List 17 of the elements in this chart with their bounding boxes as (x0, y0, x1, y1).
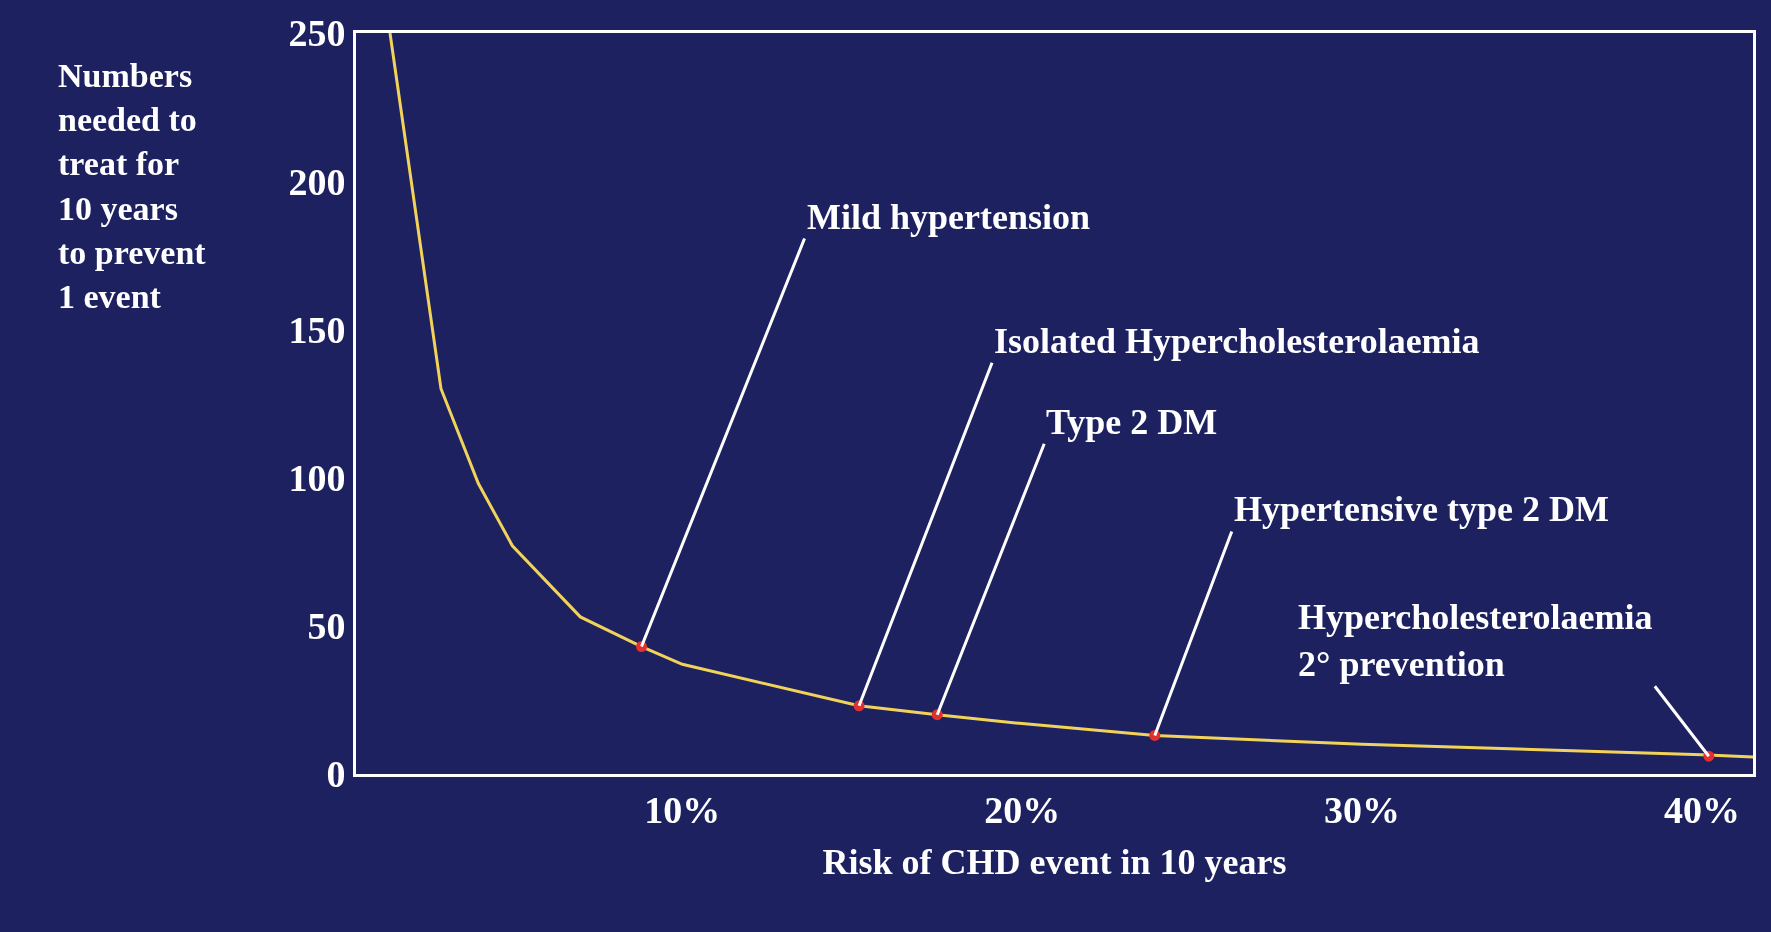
x-tick-label: 30% (1324, 788, 1401, 831)
y-tick-label: 150 (288, 308, 346, 351)
annotation: Mild hypertension (807, 197, 1091, 237)
y-axis-title: Numbers needed to treat for 10 years to prevent 1 event (58, 57, 207, 315)
x-tick-label: 40% (1664, 788, 1741, 831)
x-tick-label: 20% (984, 788, 1061, 831)
y-tick-label: 0 (326, 753, 346, 796)
y-tick-label: 100 (288, 456, 346, 499)
annotation: Hypertensive type 2 DM (1234, 489, 1609, 529)
y-tick-label: 200 (288, 160, 346, 203)
x-axis-title: Risk of CHD event in 10 years (822, 842, 1287, 883)
annotation: Type 2 DM (1046, 402, 1218, 442)
x-tick-label: 10% (644, 788, 721, 831)
annotation: Isolated Hypercholesterolaemia (994, 321, 1480, 361)
y-tick-label: 50 (307, 605, 346, 648)
y-tick-label: 250 (288, 12, 346, 55)
annotation: Hypercholesterolaemia 2° prevention (1298, 597, 1653, 684)
